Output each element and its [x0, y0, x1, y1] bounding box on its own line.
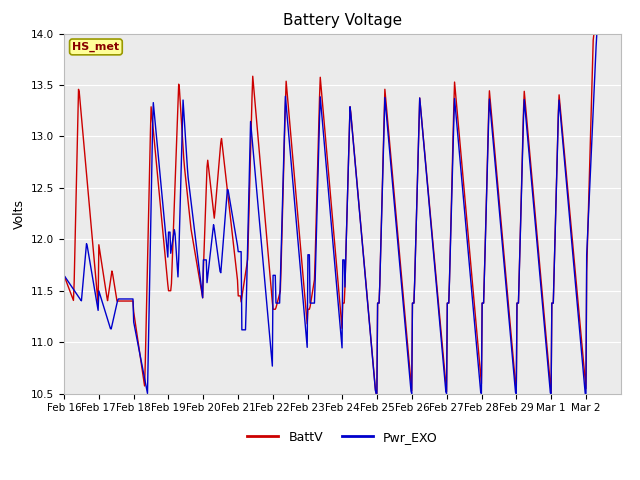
Y-axis label: Volts: Volts [12, 199, 26, 228]
Pwr_EXO [372, 391, 380, 396]
BattV [401, 307, 408, 312]
Pwr_EXO [60, 273, 68, 278]
Title: Battery Voltage: Battery Voltage [283, 13, 402, 28]
Pwr_EXO [401, 315, 408, 321]
Line: Pwr_EXO: Pwr_EXO [64, 34, 621, 394]
Pwr_EXO [228, 208, 236, 214]
Pwr_EXO [593, 31, 601, 36]
BattV [590, 31, 598, 36]
Pwr_EXO [255, 216, 263, 222]
BattV [255, 149, 263, 155]
Pwr_EXO [276, 279, 284, 285]
Pwr_EXO [432, 275, 440, 280]
BattV [60, 273, 68, 278]
BattV [372, 391, 380, 396]
BattV [125, 298, 133, 304]
BattV [617, 31, 625, 36]
BattV [432, 270, 440, 276]
BattV [228, 226, 236, 231]
Line: BattV: BattV [64, 34, 621, 394]
Pwr_EXO [125, 296, 133, 302]
Pwr_EXO [617, 31, 625, 36]
BattV [276, 288, 284, 294]
Text: HS_met: HS_met [72, 42, 120, 52]
Legend: BattV, Pwr_EXO: BattV, Pwr_EXO [242, 426, 443, 448]
